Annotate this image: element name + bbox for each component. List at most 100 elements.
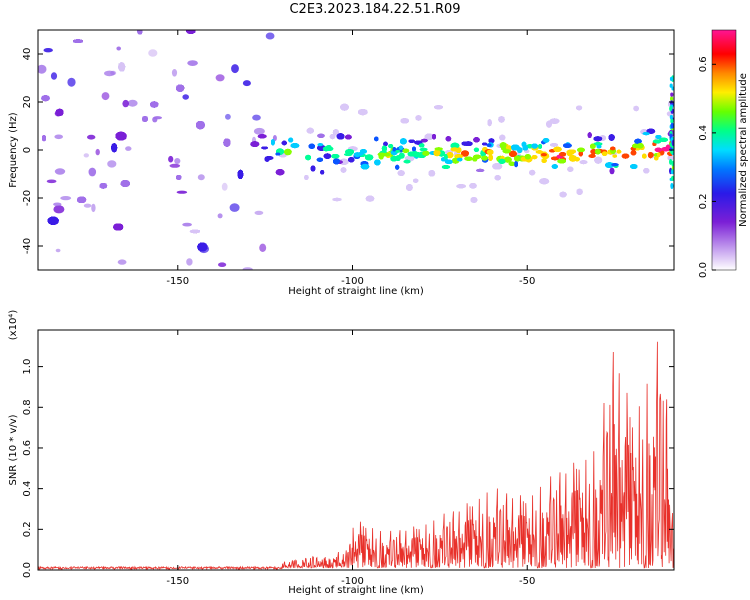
spectrogram-cell	[118, 62, 126, 72]
spectrogram-cell	[110, 70, 117, 76]
snr-panel: -150 -100 -50 0.00.20.40.60.81.0 Height of…	[8, 310, 675, 596]
spectrogram-cell	[392, 147, 397, 152]
spectrogram-cell	[550, 143, 558, 147]
spectrogram-cell	[231, 64, 239, 74]
spectrogram-cell	[461, 141, 469, 146]
spectrogram-cell	[579, 160, 588, 165]
spectrogram-cell	[320, 170, 325, 175]
spectrogram-cell	[616, 149, 622, 154]
spectrogram-cell	[551, 164, 558, 169]
spectrogram-cell	[272, 135, 277, 142]
spectrogram-cell	[323, 153, 332, 159]
spectrogram-cell	[360, 163, 370, 170]
spectrogram-x-axis-label: Height of straight line (km)	[288, 286, 424, 297]
colorbar: 0.00.20.40.6 Normalized spectral amplitu…	[698, 29, 749, 278]
spectrogram-cell	[284, 148, 292, 156]
spectrogram-cell	[358, 109, 368, 116]
spectrogram-cell	[331, 154, 340, 159]
spectrogram-cell	[611, 163, 619, 167]
spectrogram-cell	[223, 138, 231, 147]
spectrogram-cell	[253, 127, 265, 135]
spectrogram-cell	[445, 159, 453, 164]
spectrogram-cell	[522, 145, 529, 151]
spectrogram-cell	[621, 153, 630, 159]
spectrogram-cell	[254, 210, 264, 215]
spectrogram-cell	[428, 170, 436, 177]
spectrogram-cell	[517, 147, 523, 154]
spectrogram-cell	[304, 175, 309, 180]
spectrogram-cell	[176, 84, 185, 92]
spectrogram-cell	[67, 77, 76, 87]
spectrogram-cell	[470, 197, 478, 203]
spectrogram-cell	[670, 92, 674, 97]
spectrogram-cell	[47, 216, 59, 225]
spectrogram-cell	[306, 127, 314, 134]
spectrogram-cell	[252, 114, 261, 121]
spectrogram-cell	[596, 144, 602, 149]
spectrogram-cell	[217, 213, 223, 219]
spectrogram-cell	[322, 146, 330, 152]
spectrogram-cell	[630, 150, 637, 156]
spectrogram-cell	[559, 152, 566, 157]
spectrogram-cell	[669, 147, 673, 152]
spectrogram-cell	[432, 134, 436, 140]
spectrogram-cell	[99, 183, 108, 189]
spectrogram-cell	[91, 203, 96, 213]
spectrogram-cell	[642, 153, 647, 159]
spectrogram-cell	[261, 146, 268, 150]
spectrogram-cell	[77, 196, 87, 203]
spectrogram-cell	[563, 143, 572, 149]
spectrogram-cell	[647, 152, 654, 158]
spectrogram-cell	[486, 149, 494, 155]
spectrogram-cell	[593, 136, 603, 142]
spectrogram-cell	[186, 30, 196, 34]
spectrogram-cell	[549, 118, 560, 124]
spectrogram-cell	[669, 106, 673, 112]
spectrogram-y-axis-label: Frequency (Hz)	[8, 112, 19, 188]
spectrogram-cell	[529, 169, 536, 176]
spectrogram-cell	[54, 134, 63, 140]
spectrogram-cell	[494, 175, 501, 181]
spectrogram-cell	[656, 152, 661, 158]
spectrogram-cell	[383, 141, 388, 147]
spectrogram-cell	[55, 248, 61, 253]
spectrogram-cell	[576, 105, 583, 111]
spectrogram-cell	[237, 169, 244, 179]
spectrogram-cell	[499, 142, 507, 149]
spectrogram-cell	[333, 158, 340, 165]
spectrogram-cell	[107, 160, 117, 168]
spectrogram-cell	[670, 122, 674, 129]
spectrogram-cell	[403, 159, 411, 164]
spectrogram-cell	[229, 203, 240, 212]
colorbar-tick-label: 0.6	[698, 56, 709, 72]
spectrogram-cell	[412, 146, 416, 152]
spectrogram-cell	[348, 157, 355, 163]
spectrogram-cell	[444, 154, 448, 160]
spectrogram-cell	[197, 174, 205, 181]
spectrogram-cell	[557, 158, 566, 164]
spectrogram-cell	[122, 99, 129, 108]
spectrogram-cell	[486, 143, 492, 147]
colorbar-tick-label: 0.2	[698, 193, 709, 209]
spectrogram-cell	[196, 121, 205, 130]
spectrogram-cell	[101, 92, 110, 101]
spectrogram-cell	[221, 182, 228, 191]
spectrogram-cell	[612, 154, 617, 158]
spectrogram-cell	[116, 46, 121, 51]
spectrogram-cell	[456, 157, 463, 162]
spectrogram-cell	[541, 158, 547, 163]
spectrogram-cell	[400, 118, 409, 124]
spectrogram-cell	[317, 143, 324, 147]
spectrogram-cell	[257, 134, 267, 139]
spectrogram-cell	[445, 136, 452, 142]
spectrogram-cell	[308, 143, 315, 149]
spectrogram-cell	[73, 39, 83, 43]
spectrogram-cell	[669, 76, 674, 82]
spectrogram-cell	[450, 147, 459, 152]
spectrogram-cell	[419, 147, 428, 152]
spectrogram-cell	[594, 156, 603, 164]
spectrogram-cell	[481, 155, 488, 161]
spectrogram-cell	[482, 142, 488, 146]
spectrogram-cell	[499, 134, 506, 141]
spectrogram-cell	[669, 158, 673, 165]
